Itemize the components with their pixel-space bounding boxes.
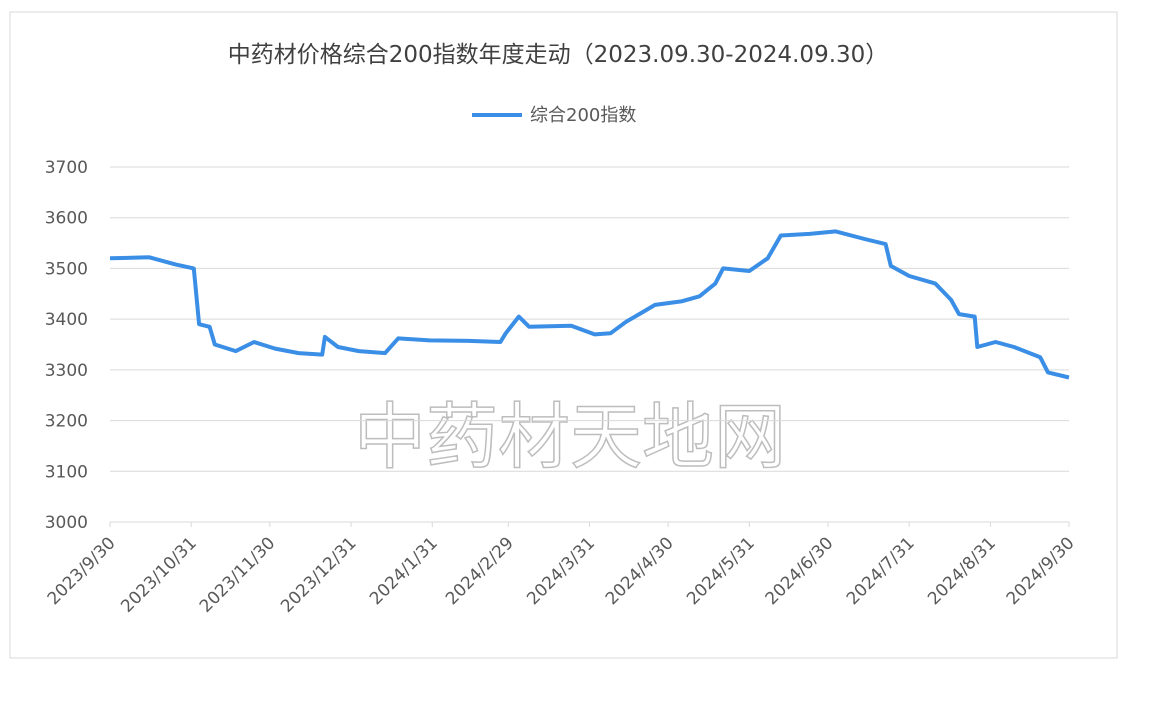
chart-title: 中药材价格综合200指数年度走动（2023.09.30-2024.09.30）	[228, 42, 889, 68]
y-tick-label: 3200	[45, 412, 88, 432]
y-tick-label: 3400	[45, 310, 88, 330]
y-tick-label: 3300	[45, 361, 88, 381]
data-line	[109, 229, 1070, 380]
y-tick-label: 3600	[45, 209, 88, 229]
y-tick-label: 3500	[45, 259, 88, 279]
y-tick-label: 3100	[45, 462, 88, 482]
legend-label: 综合200指数	[530, 105, 636, 126]
y-tick-label: 3700	[45, 158, 88, 178]
y-tick-label: 3000	[45, 513, 88, 533]
watermark: 中药材天地网	[354, 395, 786, 479]
chart-frame	[9, 11, 1118, 659]
